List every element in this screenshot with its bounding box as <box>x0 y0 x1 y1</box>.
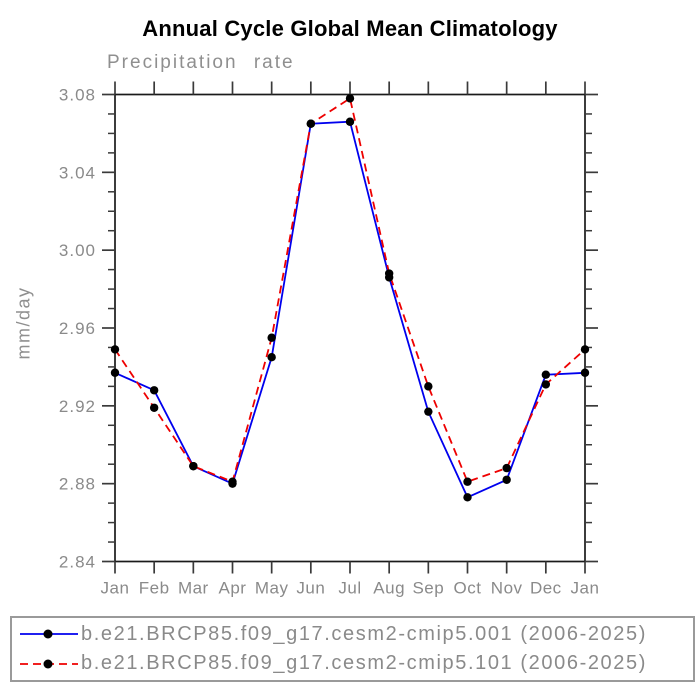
data-point-marker <box>384 269 394 278</box>
data-point-marker <box>267 333 276 342</box>
x-tick-label: Oct <box>454 579 482 598</box>
legend-box: b.e21.BRCP85.f09_g17.cesm2-cmip5.001 (20… <box>10 616 695 682</box>
legend-label-series1: b.e21.BRCP85.f09_g17.cesm2-cmip5.001 (20… <box>81 622 647 645</box>
x-tick-label: Jun <box>296 579 325 598</box>
data-point-marker <box>580 368 590 377</box>
legend-marker-dot <box>43 629 53 639</box>
data-point-marker <box>189 461 198 471</box>
x-tick-label: Jan <box>571 579 600 598</box>
y-tick-label: 3.08 <box>59 86 96 105</box>
x-tick-label: Sep <box>412 579 444 598</box>
legend-solid-line-symbol <box>20 629 78 639</box>
legend-item: b.e21.BRCP85.f09_g17.cesm2-cmip5.101 (20… <box>17 651 693 677</box>
legend-marker-dot <box>43 659 53 669</box>
x-tick-label: Jul <box>338 579 361 598</box>
data-point-marker <box>110 368 120 377</box>
data-point-marker <box>345 94 355 103</box>
data-point-marker <box>424 382 433 391</box>
annual-cycle-line-chart: 2.84 2.88 2.92 2.96 3.00 3.04 3.08 Jan Feb Mar Apr… <box>59 81 600 598</box>
x-tick-label: Nov <box>491 579 523 598</box>
y-tick-label: 2.84 <box>59 553 96 572</box>
data-point-marker <box>541 370 551 379</box>
data-point-marker <box>267 352 276 362</box>
x-tick-label: Aug <box>373 579 405 598</box>
data-point-marker <box>541 380 551 389</box>
data-point-marker <box>149 403 159 412</box>
series-line-dashed <box>114 96 586 483</box>
data-point-marker <box>345 117 355 126</box>
x-tick-label: Dec <box>530 579 562 598</box>
data-point-marker <box>502 475 511 484</box>
data-point-marker <box>149 386 159 395</box>
x-tick-label: May <box>255 579 289 598</box>
data-point-marker <box>463 493 472 502</box>
data-point-marker <box>228 477 237 486</box>
x-tick-label: Mar <box>178 579 209 598</box>
legend-label-series2: b.e21.BRCP85.f09_g17.cesm2-cmip5.101 (20… <box>81 652 647 675</box>
legend-item: b.e21.BRCP85.f09_g17.cesm2-cmip5.001 (20… <box>17 621 693 647</box>
data-point-marker <box>580 345 590 354</box>
series-line-solid <box>114 120 586 499</box>
x-tick-label: Jan <box>101 579 130 598</box>
y-tick-label: 3.04 <box>59 163 96 182</box>
x-tick-label: Feb <box>139 579 170 598</box>
data-point-marker <box>463 477 472 486</box>
data-point-marker <box>306 119 316 128</box>
y-tick-label: 2.92 <box>59 397 96 416</box>
legend-dashed-line-symbol <box>20 659 78 669</box>
data-point-marker <box>424 407 433 416</box>
x-tick-label: Apr <box>219 579 247 598</box>
y-tick-label: 3.00 <box>59 241 96 260</box>
y-tick-label: 2.88 <box>59 475 96 494</box>
chart-title: Annual Cycle Global Mean Climatology <box>142 16 558 41</box>
chart-subtitle: Precipitation rate <box>107 52 295 73</box>
y-tick-label: 2.96 <box>59 319 96 338</box>
plot-frame <box>114 93 586 563</box>
data-point-marker <box>502 463 511 473</box>
data-point-marker <box>110 345 120 354</box>
